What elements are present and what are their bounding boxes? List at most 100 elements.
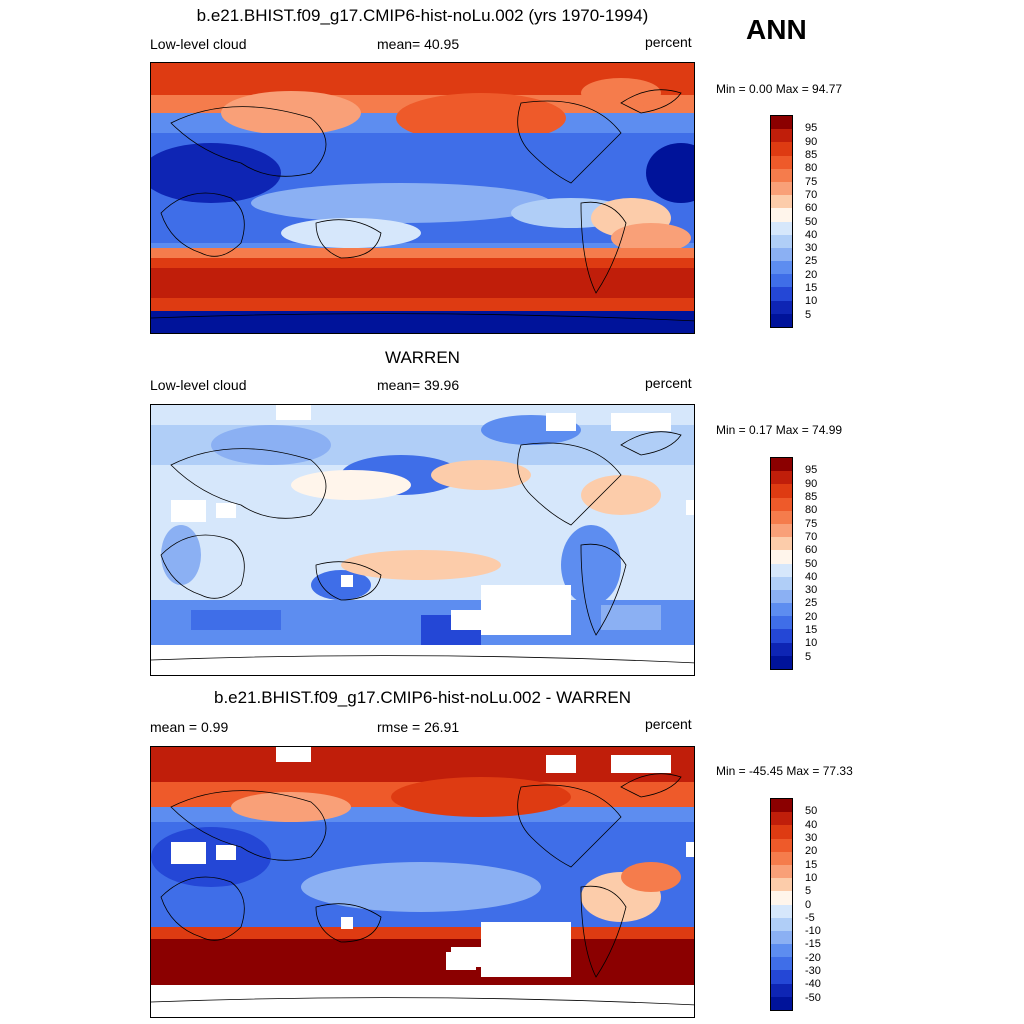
- colorbar-tick-label: -20: [805, 951, 821, 964]
- colorbar-tick-label: 10: [805, 295, 818, 308]
- colorbar-swatch: [771, 168, 792, 182]
- colorbar-swatch: [771, 996, 792, 1010]
- panel-3-title: b.e21.BHIST.f09_g17.CMIP6-hist-noLu.002 …: [213, 688, 631, 707]
- colorbar-swatch: [771, 261, 792, 275]
- colorbar-swatch: [771, 930, 792, 945]
- colorbar-tick-label: 20: [805, 845, 818, 858]
- panel-1-map: [150, 62, 695, 334]
- colorbar-tick-label: 85: [805, 148, 818, 161]
- colorbar-swatch: [771, 851, 792, 865]
- colorbar-tick-label: 75: [805, 517, 818, 530]
- colorbar-swatch: [771, 904, 792, 918]
- colorbar-tick-label: 50: [805, 215, 818, 228]
- colorbar-swatch: [771, 878, 792, 892]
- colorbar-tick-label: 10: [805, 871, 818, 884]
- colorbar-tick-label: 85: [805, 490, 818, 503]
- colorbar-swatch: [771, 116, 792, 130]
- colorbar-tick-label: 50: [805, 805, 818, 818]
- colorbar-tick-label: -50: [805, 991, 821, 1004]
- colorbar-tick-label: 25: [805, 597, 818, 610]
- colorbar-tick-label: 20: [805, 610, 818, 623]
- colorbar-tick-label: 70: [805, 530, 818, 543]
- panel-2-title: WARREN: [385, 348, 460, 367]
- colorbar-swatch: [771, 181, 792, 196]
- colorbar-swatch: [771, 891, 792, 905]
- colorbar-swatch: [771, 155, 792, 169]
- colorbar-tick-label: 70: [805, 188, 818, 201]
- colorbar-tick-label: 90: [805, 477, 818, 490]
- colorbar-tick-label: 75: [805, 175, 818, 188]
- colorbar-tick-label: -30: [805, 965, 821, 978]
- colorbar-swatch: [771, 825, 792, 839]
- colorbar-swatch: [771, 129, 792, 143]
- colorbar-swatch: [771, 970, 792, 984]
- colorbar-swatch: [771, 917, 792, 931]
- panel-2-units-label: percent: [645, 375, 692, 391]
- colorbar-swatch: [771, 471, 792, 485]
- panel-1-units-label: percent: [645, 34, 692, 50]
- colorbar-swatch: [771, 629, 792, 643]
- panel-3-map-field: [151, 747, 694, 1017]
- panel-1-mean-label: mean= 40.95: [377, 36, 460, 52]
- panel-1-minmax: Min = 0.00 Max = 94.77: [716, 82, 843, 96]
- colorbar-tick-label: 0: [805, 898, 812, 911]
- colorbar-swatch: [771, 313, 792, 327]
- season-label: ANN: [746, 14, 807, 45]
- colorbar-tick-label: 30: [805, 584, 818, 597]
- colorbar-tick-label: 25: [805, 255, 818, 268]
- colorbar-swatch: [771, 142, 792, 156]
- colorbar-tick-label: -5: [805, 911, 815, 924]
- colorbar-swatch: [771, 274, 792, 288]
- colorbar-swatch: [771, 247, 792, 262]
- colorbar-swatch: [771, 234, 792, 248]
- colorbar-tick-label: 15: [805, 858, 818, 871]
- colorbar-swatch: [771, 642, 792, 656]
- colorbar-tick-label: 95: [805, 122, 818, 135]
- colorbar-tick-label: 90: [805, 135, 818, 148]
- colorbar-swatch: [771, 563, 792, 577]
- colorbar-tick-label: 40: [805, 818, 818, 831]
- panel-1-title: b.e21.BHIST.f09_g17.CMIP6-hist-noLu.002 …: [196, 6, 649, 25]
- colorbar-swatch: [771, 208, 792, 222]
- colorbar-tick-label: 60: [805, 544, 818, 557]
- colorbar-swatch: [771, 550, 792, 564]
- colorbar-tick-label: 20: [805, 268, 818, 281]
- colorbar-swatch: [771, 484, 792, 498]
- colorbar-tick-label: 5: [805, 650, 812, 663]
- colorbar-swatch: [771, 799, 792, 813]
- panel-3-rmse-label: rmse = 26.91: [377, 719, 460, 735]
- colorbar-swatch: [771, 812, 792, 826]
- colorbar-tick-label: 95: [805, 464, 818, 477]
- colorbar-swatch: [771, 589, 792, 604]
- colorbar-swatch: [771, 510, 792, 524]
- colorbar-swatch: [771, 616, 792, 630]
- colorbar-tick-label: 30: [805, 242, 818, 255]
- colorbar-tick-label: 40: [805, 228, 818, 241]
- colorbar-swatch: [771, 195, 792, 209]
- colorbar-tick-label: 80: [805, 504, 818, 517]
- panel-3-mean-label: mean = 0.99: [150, 719, 229, 735]
- panel-3-minmax: Min = -45.45 Max = 77.33: [716, 764, 853, 778]
- panel-1-colorbar: [770, 115, 793, 328]
- panel-2-variable-label: Low-level cloud: [150, 377, 247, 393]
- panel-1-map-field: [151, 63, 694, 333]
- colorbar-tick-label: 15: [805, 624, 818, 637]
- colorbar-tick-label: 80: [805, 162, 818, 175]
- panel-1-variable-label: Low-level cloud: [150, 36, 247, 52]
- colorbar-swatch: [771, 957, 792, 971]
- colorbar-swatch: [771, 537, 792, 551]
- colorbar-swatch: [771, 864, 792, 879]
- panel-2-map-field: [151, 405, 694, 675]
- colorbar-swatch: [771, 944, 792, 958]
- colorbar-tick-label: -40: [805, 978, 821, 991]
- colorbar-swatch: [771, 603, 792, 617]
- colorbar-tick-label: 60: [805, 202, 818, 215]
- colorbar-swatch: [771, 983, 792, 997]
- panel-3-map: [150, 746, 695, 1018]
- colorbar-swatch: [771, 497, 792, 511]
- colorbar-swatch: [771, 838, 792, 852]
- colorbar-swatch: [771, 655, 792, 669]
- colorbar-tick-label: -15: [805, 938, 821, 951]
- panel-3-units-label: percent: [645, 716, 692, 732]
- panel-2-minmax: Min = 0.17 Max = 74.99: [716, 423, 843, 437]
